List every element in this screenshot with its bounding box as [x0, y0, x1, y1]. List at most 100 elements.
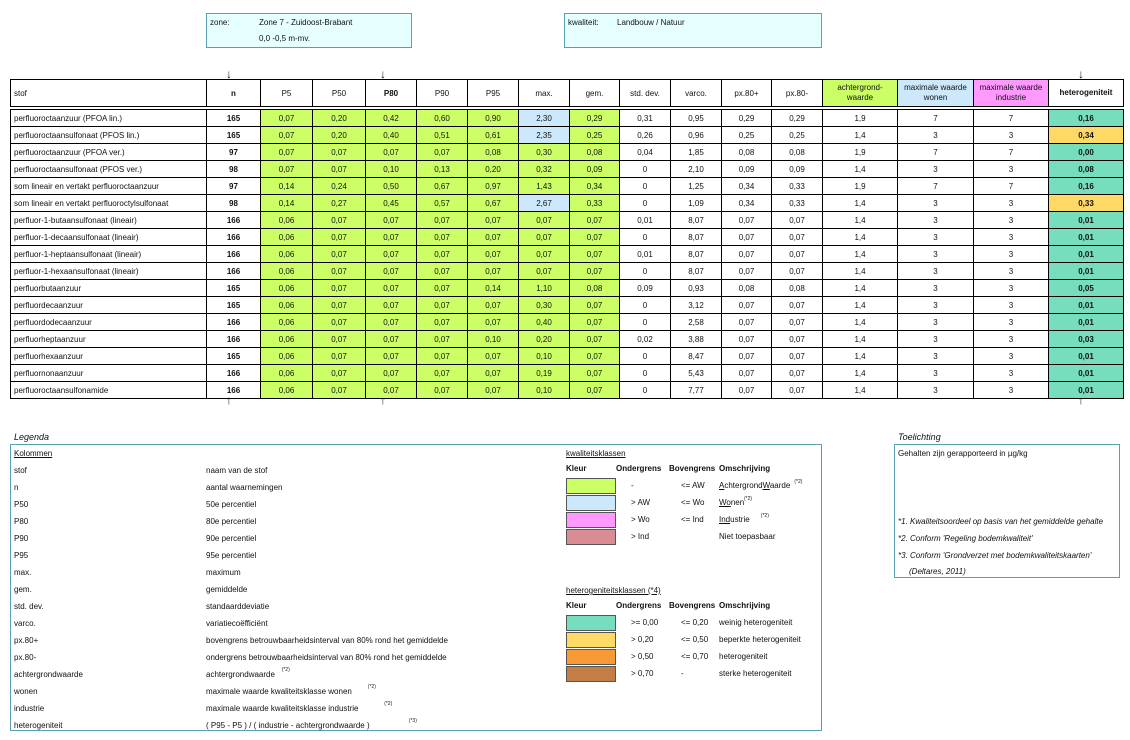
table-cell: 0,08	[569, 279, 620, 297]
table-cell: 8,47	[670, 347, 722, 365]
table-cell: 0,07	[365, 381, 417, 399]
table-cell: 0,01	[1048, 347, 1124, 365]
class-header: Ondergrens	[616, 464, 662, 473]
legend-key: P95	[14, 551, 29, 560]
table-cell: 0	[619, 160, 671, 178]
class-header: Omschrijving	[719, 601, 771, 610]
table-row: perfluoroctaanzuur (PFOA lin.) 165 0,07 0,2…	[10, 109, 1124, 127]
table-cell: 3	[973, 245, 1049, 263]
table-cell: 0,08	[721, 143, 772, 161]
table-cell: 0,07	[365, 364, 417, 382]
class-boven: <= 0,70	[681, 652, 709, 661]
table-cell: 1,4	[822, 262, 898, 280]
table-cell: 1,25	[670, 177, 722, 195]
column-header: heterogeniteit	[1048, 79, 1124, 107]
arrow-down-heterogeniteit-icon: ↓	[1078, 67, 1084, 81]
table-cell: 0,07	[312, 228, 366, 246]
legend-key: stof	[14, 466, 27, 475]
table-cell: 0,96	[670, 126, 722, 144]
legend-description: 95e percentiel	[206, 551, 257, 560]
table-cell: 97	[206, 177, 261, 195]
table-cell: 0	[619, 228, 671, 246]
table-cell: 0,05	[1048, 279, 1124, 297]
table-row: perfluoroctaansulfonaat (PFOS lin.) 165 0,…	[10, 126, 1124, 144]
table-cell: perfluorheptaanzuur	[10, 330, 207, 348]
table-row: perfluornonaanzuur 166 0,06 0,07 0,07 0,07 0,0…	[10, 364, 1124, 382]
table-cell: 1,4	[822, 160, 898, 178]
legend-key: P50	[14, 500, 29, 509]
table-cell: 0,06	[260, 296, 313, 314]
toelichting-title: Toelichting	[898, 432, 941, 442]
legend-description: 80e percentiel	[206, 517, 257, 526]
table-cell: 0,34	[721, 194, 772, 212]
table-cell: 3	[973, 347, 1049, 365]
table-cell: 0	[619, 177, 671, 195]
class-header: Ondergrens	[616, 601, 662, 610]
table-cell: 0,07	[365, 245, 417, 263]
class-note: (*2)	[744, 496, 753, 502]
table-cell: 0,07	[569, 381, 620, 399]
table-cell: 1,09	[670, 194, 722, 212]
table-cell: 0,06	[260, 313, 313, 331]
table-cell: 0,07	[312, 262, 366, 280]
column-header: px.80-	[771, 79, 823, 107]
table-cell: 0,09	[721, 160, 772, 178]
legend-key: px.80+	[14, 636, 39, 645]
table-cell: 0,07	[771, 330, 823, 348]
legend-note: (*2)	[384, 701, 393, 707]
table-cell: 0,08	[771, 279, 823, 297]
table-cell: 0,07	[416, 381, 468, 399]
column-header: gem.	[569, 79, 620, 107]
arrow-up-n-icon: ↑	[226, 393, 232, 407]
legend-key: max.	[14, 568, 32, 577]
legend-key: industrie	[14, 704, 45, 713]
table-cell: 0,07	[312, 143, 366, 161]
table-cell: 3	[897, 381, 974, 399]
table-cell: 0,97	[467, 177, 519, 195]
table-cell: 0,07	[260, 160, 313, 178]
legend-description: 90e percentiel	[206, 534, 257, 543]
table-cell: 1,4	[822, 330, 898, 348]
legend-key: P80	[14, 517, 29, 526]
toelichting-note: *3. Conform 'Grondverzet met bodemkwalit…	[898, 551, 1092, 560]
table-cell: perfluoroctaansulfonaat (PFOS lin.)	[10, 126, 207, 144]
table-cell: 0,14	[260, 194, 313, 212]
table-cell: 0,07	[312, 279, 366, 297]
table-cell: 1,4	[822, 126, 898, 144]
table-cell: 0,04	[619, 143, 671, 161]
table-cell: 1,9	[822, 143, 898, 161]
table-cell: 1,10	[518, 279, 570, 297]
table-cell: 0,06	[260, 262, 313, 280]
table-cell: 0,07	[721, 381, 772, 399]
table-cell: 0,07	[416, 262, 468, 280]
table-cell: 0,07	[467, 296, 519, 314]
table-cell: 0,25	[721, 126, 772, 144]
table-cell: 165	[206, 296, 261, 314]
table-cell: 0,20	[312, 109, 366, 127]
table-cell: 7	[897, 109, 974, 127]
table-cell: 8,07	[670, 245, 722, 263]
table-cell: 0,06	[260, 245, 313, 263]
table-cell: 0,07	[721, 262, 772, 280]
table-cell: 1,4	[822, 245, 898, 263]
table-cell: 0,07	[365, 313, 417, 331]
table-cell: 7	[973, 109, 1049, 127]
table-cell: 0,06	[260, 211, 313, 229]
table-cell: 7	[973, 143, 1049, 161]
table-cell: 0	[619, 194, 671, 212]
table-cell: 0,07	[771, 364, 823, 382]
table-cell: 2,67	[518, 194, 570, 212]
table-cell: 0,08	[771, 143, 823, 161]
table-cell: 8,07	[670, 228, 722, 246]
legend-description: ( P95 - P5 ) / ( industrie - achtergrond…	[206, 721, 370, 730]
table-cell: 0,06	[260, 330, 313, 348]
table-cell: 0,07	[365, 211, 417, 229]
color-swatch	[566, 666, 616, 682]
table-row: perfluordecaanzuur 165 0,06 0,07 0,07 0,07 0,0…	[10, 296, 1124, 314]
table-cell: 0,07	[721, 228, 772, 246]
table-cell: 1,4	[822, 347, 898, 365]
table-cell: 0,07	[416, 364, 468, 382]
table-cell: 0,29	[569, 109, 620, 127]
table-cell: 3	[897, 211, 974, 229]
arrow-down-p80-icon: ↓	[380, 67, 386, 81]
